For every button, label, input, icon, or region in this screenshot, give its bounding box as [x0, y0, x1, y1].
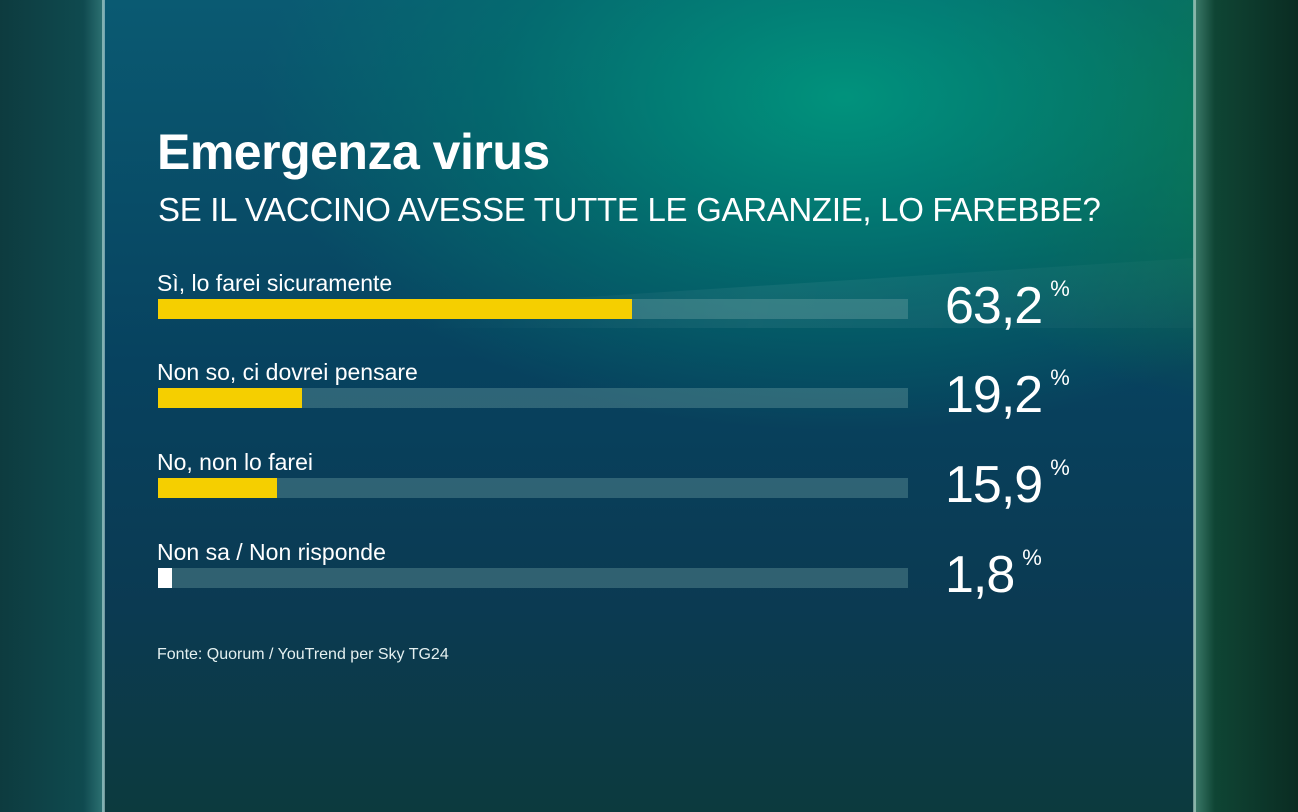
bar — [158, 388, 302, 408]
value-label: 1,8 — [945, 546, 1015, 604]
bar-track — [158, 478, 908, 498]
bar — [158, 299, 632, 319]
bar — [158, 478, 278, 498]
value-label: 19,2 — [945, 366, 1043, 424]
left-frame-edge — [102, 0, 105, 812]
bar-track — [158, 568, 908, 588]
bar-track — [158, 299, 908, 319]
category-label: Sì, lo farei sicuramente — [157, 270, 393, 296]
bar-row: Non so, ci dovrei pensare 19,2% — [157, 361, 1117, 441]
value-label: 63,2 — [945, 277, 1043, 335]
bar-row: No, non lo farei 15,9% — [157, 451, 1117, 531]
percent-sign: % — [1050, 365, 1070, 390]
left-frame-panel — [0, 0, 104, 812]
right-frame-edge — [1193, 0, 1196, 812]
percent-sign: % — [1050, 455, 1070, 480]
category-label: Non sa / Non risponde — [157, 539, 386, 565]
bar-row: Sì, lo farei sicuramente 63,2% — [157, 272, 1117, 352]
category-label: Non so, ci dovrei pensare — [157, 359, 418, 385]
percent-sign: % — [1022, 545, 1042, 570]
percent-sign: % — [1050, 276, 1070, 301]
bar-track — [158, 388, 908, 408]
value-label: 15,9 — [945, 456, 1043, 514]
chart-title: Emergenza virus — [157, 124, 550, 180]
chart-subtitle: SE IL VACCINO AVESSE TUTTE LE GARANZIE, … — [158, 191, 1101, 228]
bar — [158, 568, 172, 588]
category-label: No, non lo farei — [157, 449, 313, 475]
source-note: Fonte: Quorum / YouTrend per Sky TG24 — [157, 646, 449, 663]
right-frame-panel — [1194, 0, 1298, 812]
bar-row: Non sa / Non risponde 1,8% — [157, 541, 1117, 621]
